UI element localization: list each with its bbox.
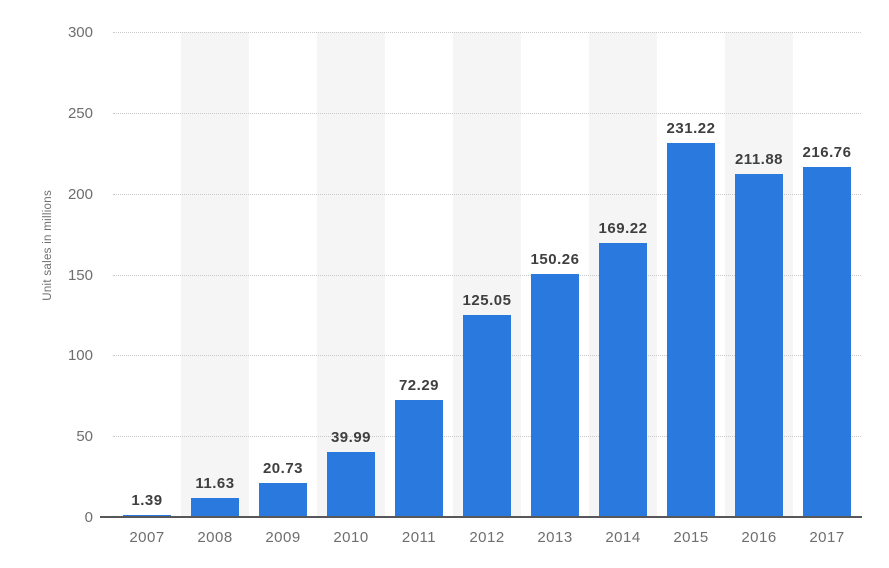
gridline [113, 193, 861, 195]
y-axis-tick-label: 150 [67, 266, 93, 284]
y-axis-tick-label: 0 [84, 509, 93, 526]
bar[interactable] [735, 174, 783, 517]
bar[interactable] [531, 274, 579, 517]
gridline [113, 32, 861, 33]
y-axis-tick-label: 100 [67, 347, 93, 365]
bar[interactable] [599, 243, 647, 517]
x-axis-tick-label: 2010 [333, 529, 369, 546]
bar-value-label: 216.76 [802, 144, 852, 161]
bar-value-label: 231.22 [666, 120, 716, 137]
bar[interactable] [463, 315, 511, 517]
y-axis-title: Unit sales in millions [42, 190, 54, 301]
x-axis-tick-label: 2012 [469, 529, 505, 546]
bar[interactable] [327, 452, 375, 517]
bar-value-label: 39.99 [330, 429, 372, 446]
bar[interactable] [803, 167, 851, 517]
x-axis-tick-label: 2016 [741, 529, 777, 546]
bar[interactable] [191, 498, 239, 517]
gridline [113, 274, 861, 276]
x-axis-tick-label: 2014 [605, 529, 641, 546]
x-axis-tick-label: 2017 [809, 529, 845, 546]
bar-value-label: 11.63 [195, 475, 235, 492]
bar-value-label: 169.22 [598, 220, 648, 237]
bar[interactable] [259, 483, 307, 517]
bar-value-label: 1.39 [131, 492, 163, 509]
x-axis-tick-label: 2007 [129, 529, 165, 546]
x-axis-tick-label: 2008 [197, 529, 233, 546]
bar-value-label: 150.26 [530, 251, 580, 268]
x-axis-tick-label: 2009 [265, 529, 301, 546]
gridline [113, 112, 861, 114]
bar[interactable] [667, 143, 715, 517]
y-axis-tick-label: 250 [67, 104, 93, 122]
x-axis-tick-label: 2011 [401, 529, 437, 546]
x-axis-tick-label: 2013 [537, 529, 573, 546]
bar-value-label: 211.88 [734, 151, 784, 168]
x-axis-tick-label: 2015 [673, 529, 709, 546]
bar[interactable] [395, 400, 443, 517]
y-axis-tick-label: 300 [67, 24, 93, 41]
y-axis-tick-label: 200 [67, 185, 93, 203]
x-axis-line [100, 516, 862, 518]
bar-value-label: 72.29 [398, 377, 440, 394]
y-axis-tick-label: 50 [76, 428, 93, 446]
bar-value-label: 125.05 [462, 292, 512, 309]
bar-value-label: 20.73 [262, 460, 304, 477]
